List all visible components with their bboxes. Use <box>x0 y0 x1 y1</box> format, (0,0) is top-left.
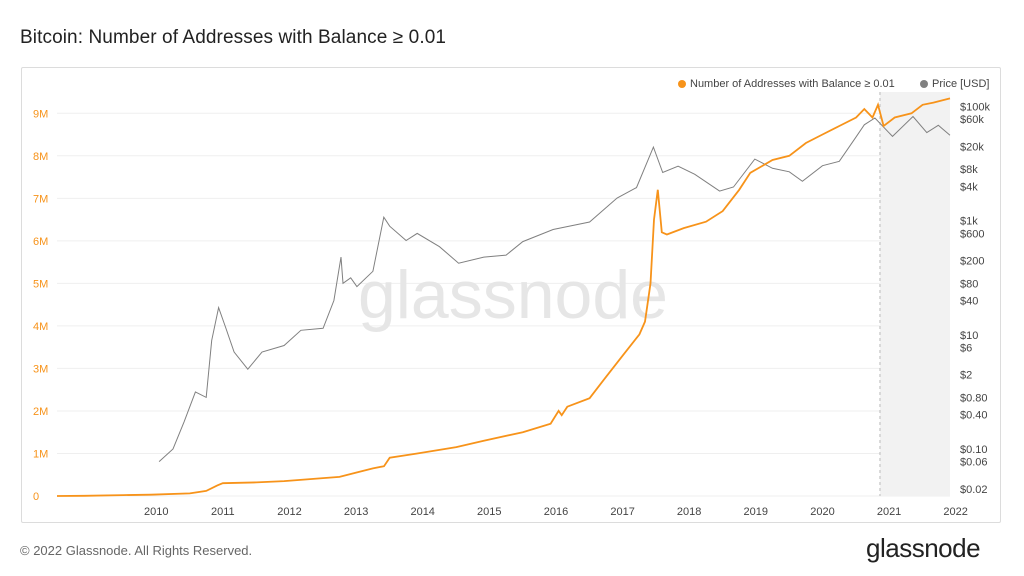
y-left-tick-label: 4M <box>33 321 48 333</box>
x-tick-label: 2012 <box>277 506 301 518</box>
y-right-tick-label: $10 <box>960 330 978 342</box>
x-ticks: 2010 2011 2012 2013 2014 2015 2016 2017 2018 2019… <box>144 506 968 518</box>
legend-dot-icon <box>678 80 686 88</box>
y-right-tick-label: $2 <box>960 370 972 382</box>
y-right-tick-label: $80 <box>960 278 978 290</box>
y-right-ticks: $100k$60k$20k$8k$4k$1k$600$200$80$40$10$… <box>960 102 990 496</box>
x-tick-label: 2017 <box>610 506 634 518</box>
y-left-tick-label: 0 <box>33 491 39 503</box>
y-left-tick-label: 2M <box>33 406 48 418</box>
series-line-addresses <box>56 97 951 497</box>
brand-logo: glassnode <box>866 533 981 563</box>
x-tick-label: 2015 <box>477 506 501 518</box>
y-left-ticks: 0 1M 2M 3M 4M 5M 6M 7M 8M 9M <box>33 108 48 503</box>
x-tick-label: 2022 <box>943 506 967 518</box>
legend-addresses[interactable]: Number of Addresses with Balance ≥ 0.01 <box>678 78 895 90</box>
y-left-tick-label: 7M <box>33 193 48 205</box>
y-left-tick-label: 9M <box>33 108 48 120</box>
x-tick-label: 2016 <box>544 506 568 518</box>
y-right-tick-label: $4k <box>960 181 978 193</box>
grid <box>57 112 950 497</box>
y-right-tick-label: $0.40 <box>960 410 988 422</box>
x-tick-label: 2021 <box>877 506 901 518</box>
x-tick-label: 2020 <box>810 506 834 518</box>
legend-label-addresses: Number of Addresses with Balance ≥ 0.01 <box>690 78 895 90</box>
copyright-text: © 2022 Glassnode. All Rights Reserved. <box>20 543 253 558</box>
y-right-tick-label: $0.10 <box>960 444 988 456</box>
legend-price[interactable]: Price [USD] <box>920 78 989 90</box>
y-right-tick-label: $0.02 <box>960 484 988 496</box>
y-right-tick-label: $60k <box>960 114 984 126</box>
x-tick-label: 2014 <box>410 506 434 518</box>
legend-dot-icon <box>920 80 928 88</box>
chart-container <box>21 67 1001 523</box>
x-tick-label: 2010 <box>144 506 168 518</box>
y-left-tick-label: 1M <box>33 448 48 460</box>
y-right-tick-label: $100k <box>960 102 990 114</box>
x-tick-label: 2018 <box>677 506 701 518</box>
y-left-tick-label: 3M <box>33 363 48 375</box>
y-right-tick-label: $0.06 <box>960 457 988 469</box>
y-right-tick-label: $1k <box>960 216 978 228</box>
y-right-tick-label: $6 <box>960 343 972 355</box>
y-right-tick-label: $40 <box>960 295 978 307</box>
x-tick-label: 2019 <box>744 506 768 518</box>
y-right-tick-label: $0.80 <box>960 392 988 404</box>
y-right-tick-label: $200 <box>960 256 984 268</box>
y-left-tick-label: 5M <box>33 278 48 290</box>
y-left-tick-label: 6M <box>33 236 48 248</box>
y-right-tick-label: $20k <box>960 141 984 153</box>
shaded-region <box>879 92 950 496</box>
y-left-tick-label: 8M <box>33 151 48 163</box>
page-title: Bitcoin: Number of Addresses with Balanc… <box>20 27 447 48</box>
legend-label-price: Price [USD] <box>932 78 990 90</box>
series-line-price <box>158 115 951 462</box>
y-right-tick-label: $600 <box>960 228 984 240</box>
watermark-text: glassnode <box>358 257 668 333</box>
x-tick-label: 2013 <box>344 506 368 518</box>
y-right-tick-label: $8k <box>960 164 978 176</box>
x-tick-label: 2011 <box>211 506 235 518</box>
